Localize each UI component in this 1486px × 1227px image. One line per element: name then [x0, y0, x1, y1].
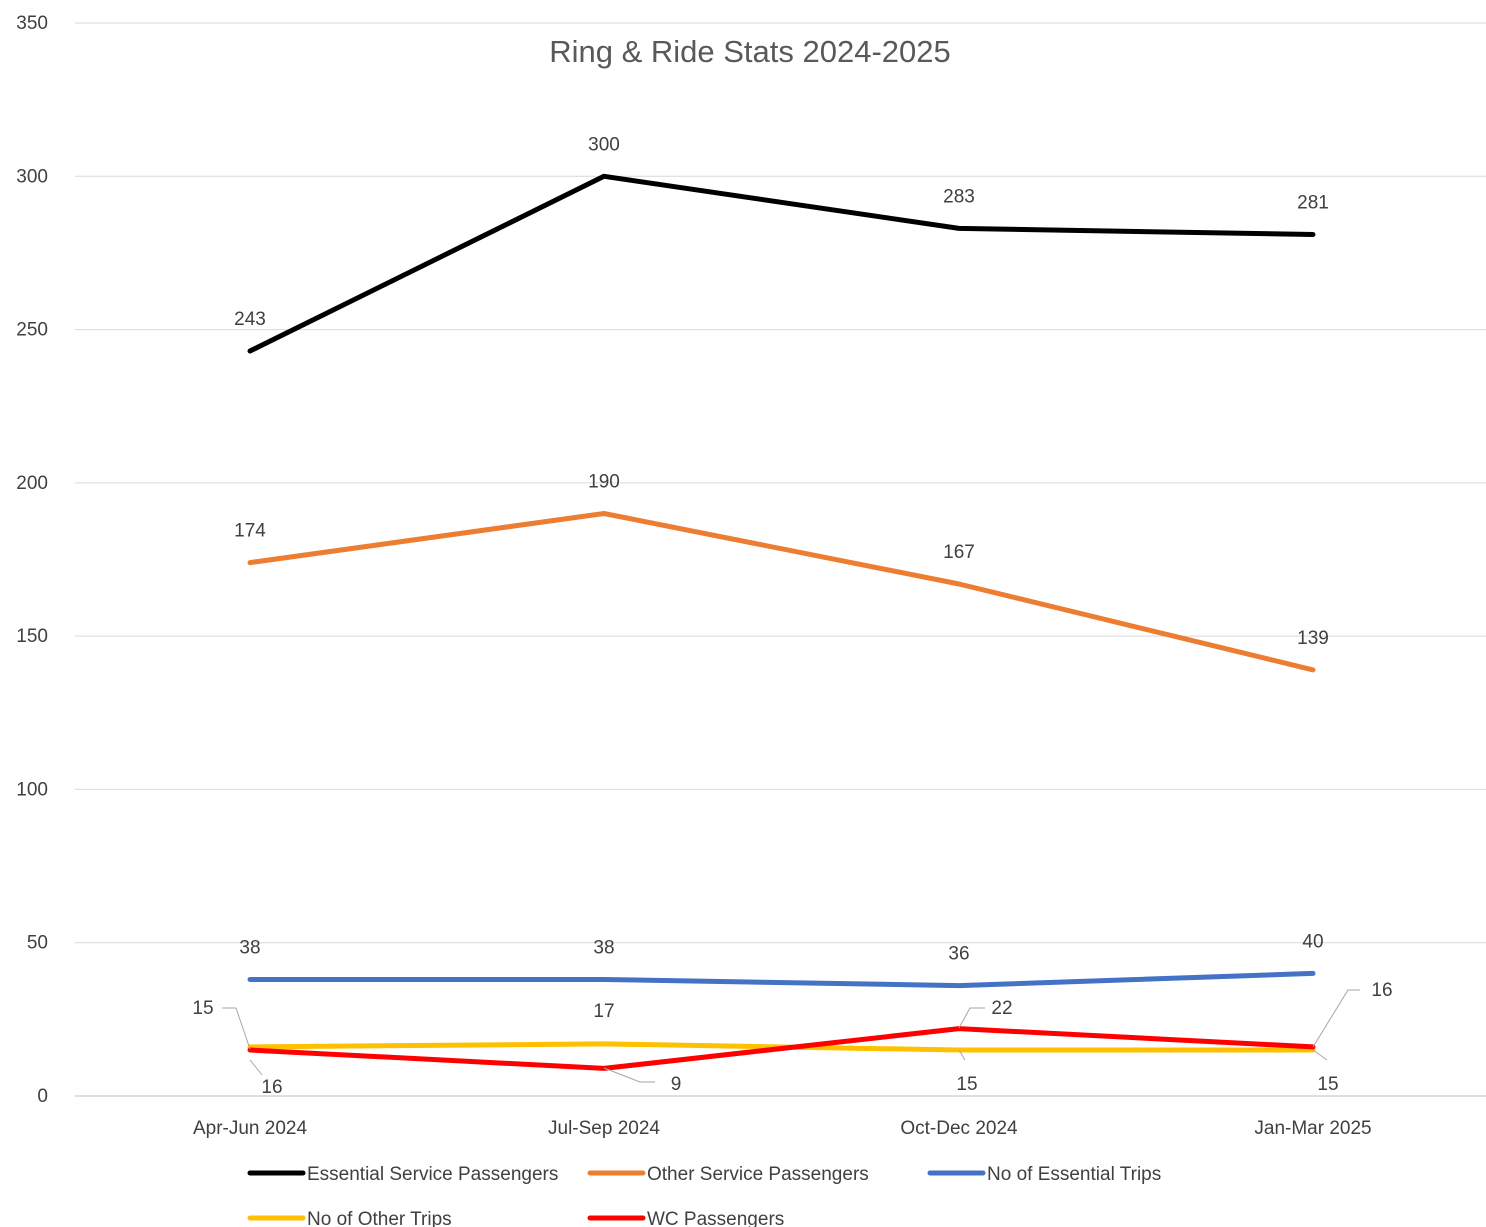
label-leader-line: [603, 1067, 655, 1083]
legend-item: No of Other Trips: [247, 1209, 452, 1227]
y-tick-label: 250: [16, 320, 48, 341]
data-label: 190: [588, 472, 620, 493]
data-label: 167: [943, 542, 975, 563]
data-label: 15: [956, 1074, 977, 1095]
legend-label: Other Service Passengers: [647, 1164, 869, 1185]
x-tick-label: Oct-Dec 2024: [900, 1118, 1018, 1139]
label-leader-lines: [222, 989, 1360, 1083]
legend-item: Other Service Passengers: [587, 1164, 869, 1185]
legend-item: No of Essential Trips: [927, 1164, 1161, 1185]
label-leader-line: [958, 1007, 985, 1029]
data-label: 281: [1297, 193, 1329, 214]
legend: Essential Service Passengers Other Servic…: [247, 1164, 1161, 1227]
series-line-3: [247, 970, 1316, 989]
label-leader-line: [222, 1007, 251, 1050]
y-tick-label: 200: [16, 473, 48, 494]
x-axis-ticks: Apr-Jun 2024 Jul-Sep 2024 Oct-Dec 2024 Jan-…: [193, 1118, 1372, 1139]
series-line-1: [247, 173, 1316, 354]
data-labels: 243 300 283 281 174 190 167 139 38 38 36 40 16 17 15 15…: [192, 134, 1392, 1098]
legend-label: No of Other Trips: [307, 1209, 452, 1227]
data-label: 17: [593, 1001, 614, 1022]
legend-label: No of Essential Trips: [987, 1164, 1161, 1185]
data-label: 16: [261, 1077, 282, 1098]
gridlines: [75, 22, 1486, 1097]
label-leader-line: [249, 1059, 263, 1076]
y-tick-label: 100: [16, 779, 48, 800]
legend-item: Essential Service Passengers: [247, 1164, 558, 1185]
data-label: 16: [1371, 980, 1392, 1001]
chart-title: Ring & Ride Stats 2024-2025: [549, 34, 951, 69]
data-label: 15: [1317, 1074, 1338, 1095]
x-tick-label: Jan-Mar 2025: [1254, 1118, 1371, 1139]
data-label: 15: [192, 998, 213, 1019]
label-leader-line: [958, 1049, 966, 1061]
y-tick-label: 300: [16, 166, 48, 187]
legend-item: WC Passengers: [587, 1209, 784, 1227]
x-tick-label: Apr-Jun 2024: [193, 1118, 308, 1139]
series-line-5: [247, 1026, 1316, 1071]
data-label: 40: [1302, 931, 1323, 952]
data-label: 283: [943, 186, 975, 207]
label-leader-line: [1312, 989, 1360, 1048]
data-label: 38: [593, 938, 614, 959]
x-tick-label: Jul-Sep 2024: [548, 1118, 660, 1139]
label-leader-line: [1312, 1049, 1328, 1061]
data-label: 9: [671, 1074, 682, 1095]
y-tick-label: 350: [16, 13, 48, 34]
y-axis-ticks: 0 50 100 150 200 250 300 350: [16, 13, 48, 1107]
data-label: 38: [239, 938, 260, 959]
data-label: 36: [948, 944, 969, 965]
data-label: 174: [234, 521, 266, 542]
data-label: 243: [234, 309, 266, 330]
legend-label: Essential Service Passengers: [307, 1164, 558, 1185]
legend-label: WC Passengers: [647, 1209, 784, 1227]
y-tick-label: 50: [27, 933, 48, 954]
series-lines: [247, 173, 1316, 1071]
y-tick-label: 0: [37, 1086, 48, 1107]
data-label: 22: [991, 998, 1012, 1019]
data-label: 139: [1297, 628, 1329, 649]
y-tick-label: 150: [16, 626, 48, 647]
series-line-2: [247, 511, 1316, 673]
data-label: 300: [588, 134, 620, 155]
